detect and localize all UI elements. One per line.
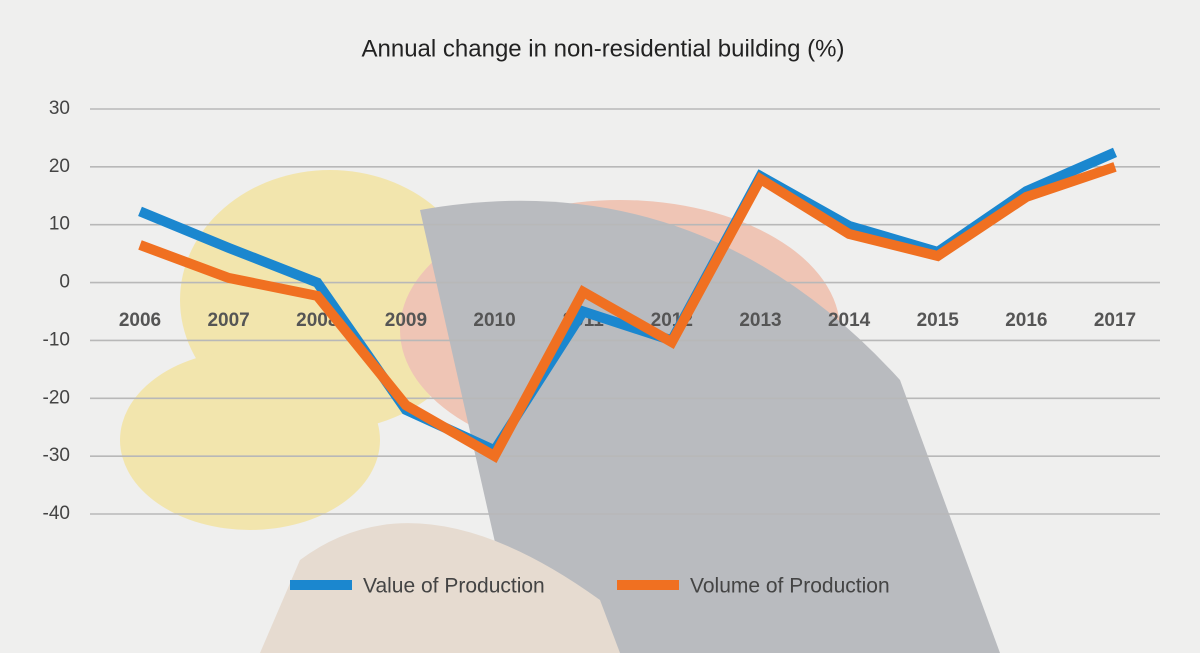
- series-line: [138, 162, 1117, 464]
- x-tick-label: 2017: [1094, 310, 1136, 331]
- x-tick-label: 2013: [739, 310, 781, 331]
- chart-title: Annual change in non-residential buildin…: [362, 35, 845, 62]
- y-tick-label: 30: [49, 98, 70, 119]
- y-tick-label: -40: [43, 503, 70, 524]
- x-tick-label: 2007: [207, 310, 249, 331]
- legend-label: Value of Production: [363, 575, 545, 598]
- x-tick-label: 2016: [1005, 310, 1047, 331]
- legend-label: Volume of Production: [690, 575, 890, 598]
- x-tick-label: 2006: [119, 310, 161, 331]
- x-tick-label: 2015: [917, 310, 960, 331]
- y-tick-label: -30: [43, 445, 70, 466]
- y-tick-label: 10: [49, 214, 70, 235]
- x-tick-label: 2014: [828, 310, 871, 331]
- x-tick-label: 2009: [385, 310, 427, 331]
- y-tick-label: 20: [49, 156, 70, 177]
- y-tick-label: 0: [59, 272, 70, 293]
- y-tick-label: -10: [43, 329, 70, 350]
- y-tick-label: -20: [43, 387, 70, 408]
- x-tick-label: 2010: [473, 310, 515, 331]
